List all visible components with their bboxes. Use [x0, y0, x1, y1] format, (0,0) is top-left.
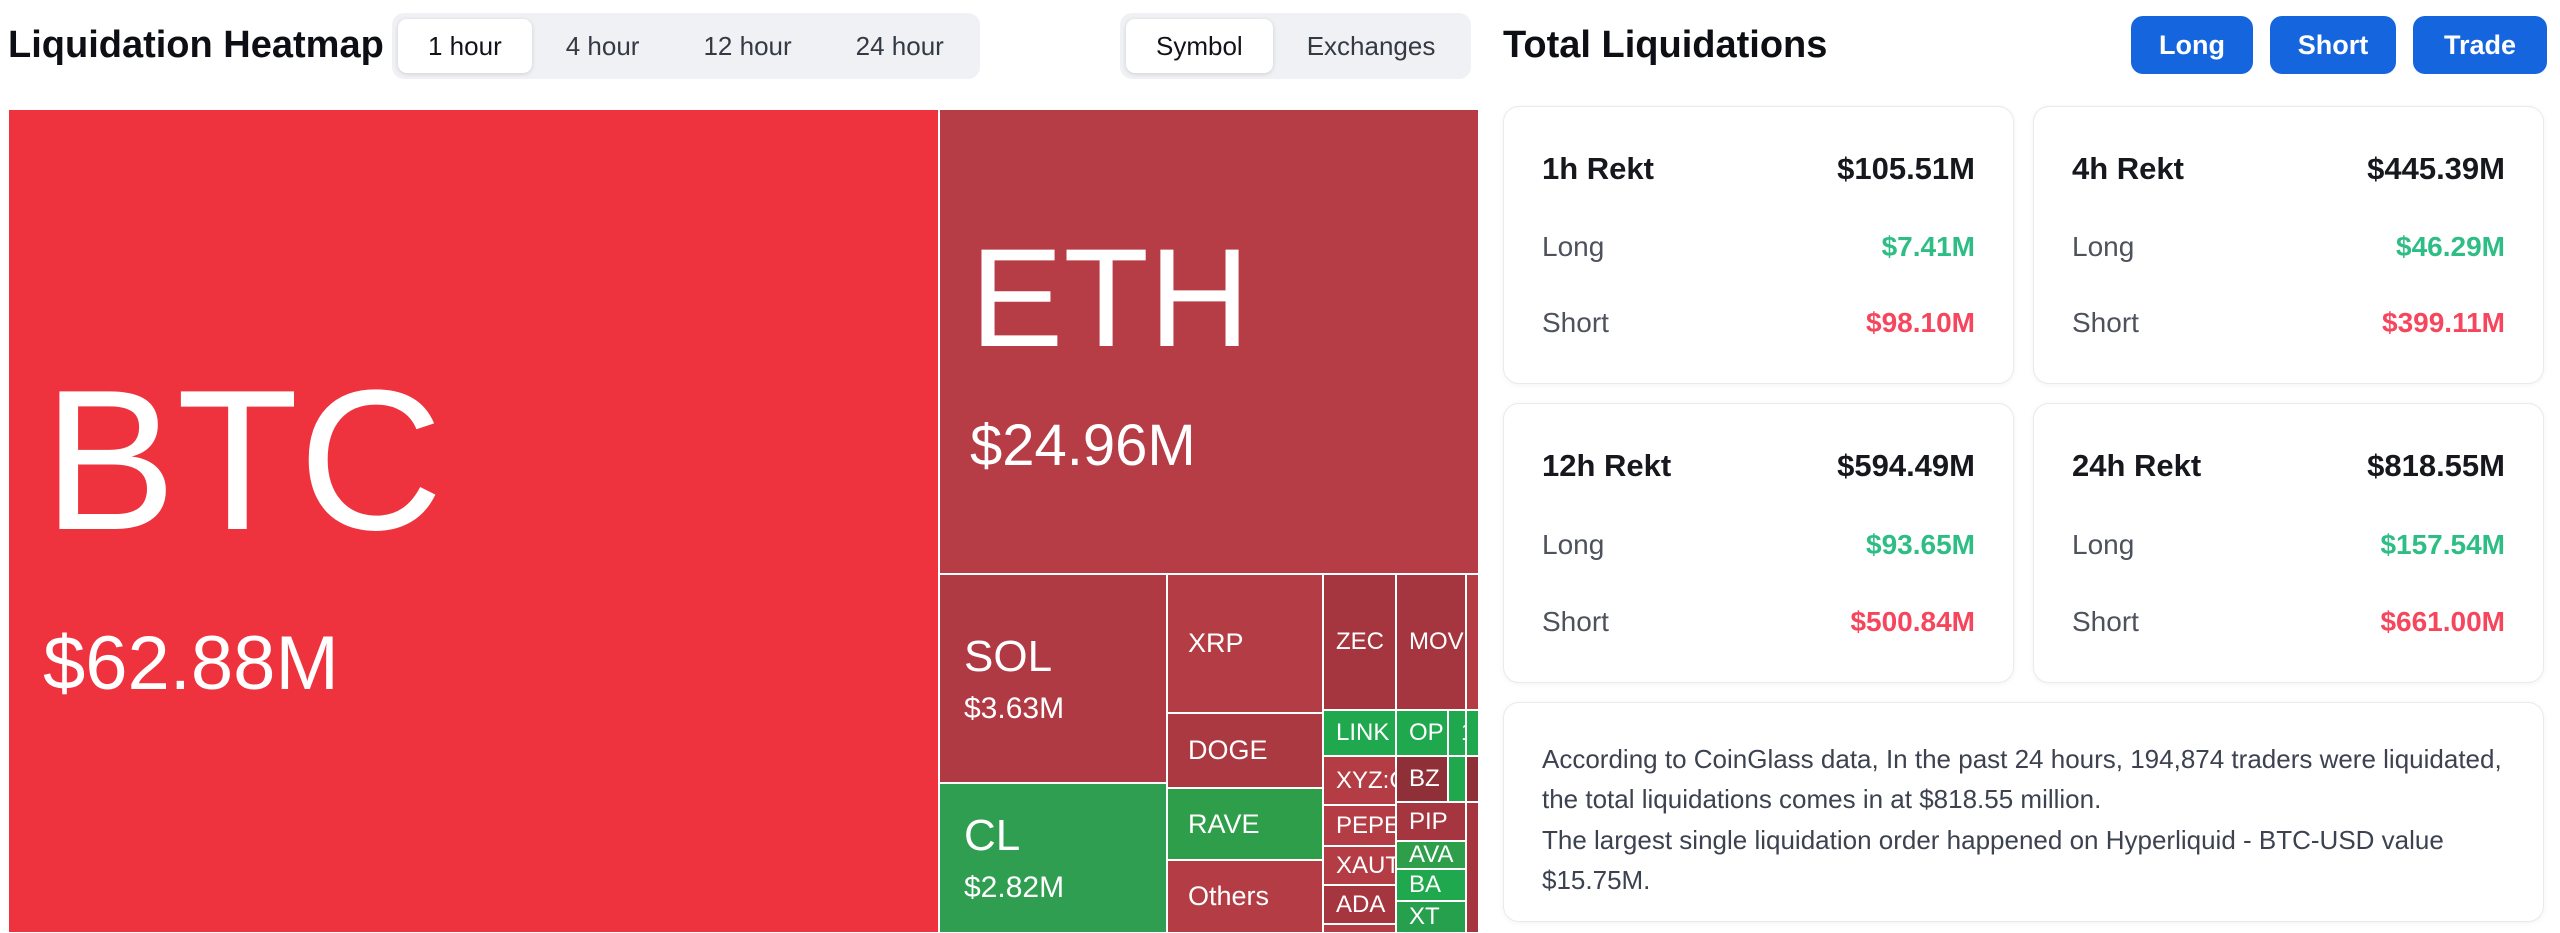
cell-symbol: OP: [1409, 719, 1444, 746]
cell-symbol: PIP: [1409, 807, 1448, 835]
long-value: $93.65M: [1866, 529, 1975, 560]
cell-symbol: CL: [964, 811, 1021, 860]
liquidation-summary: According to CoinGlass data, In the past…: [1503, 702, 2544, 922]
treemap-cell-xyz[interactable]: XYZ:C: [1323, 756, 1396, 805]
treemap-cell-pip[interactable]: PIP: [1396, 802, 1466, 841]
treemap-cell-bz[interactable]: BZ: [1396, 756, 1448, 802]
rekt-card-24h: 24h Rekt $818.55M Long $157.54M Short $6…: [2033, 403, 2544, 683]
timeframe-toggle: 1 hour 4 hour 12 hour 24 hour: [392, 13, 980, 79]
cell-symbol: MOV: [1409, 628, 1464, 655]
short-button[interactable]: Short: [2270, 16, 2396, 74]
summary-line-1: According to CoinGlass data, In the past…: [1542, 744, 2502, 815]
cell-symbol: ETH: [970, 219, 1250, 376]
treemap-cell-zec[interactable]: ZEC: [1323, 574, 1396, 710]
long-value: $7.41M: [1881, 231, 1975, 262]
treemap-cell-link[interactable]: LINK: [1323, 710, 1396, 756]
treemap-cell-sliver[interactable]: [1466, 574, 1479, 710]
cell-symbol: Others: [1188, 881, 1270, 911]
short-value: $399.11M: [2382, 307, 2505, 338]
treemap-cell-sliver[interactable]: [1466, 802, 1479, 933]
rekt-card-4h: 4h Rekt $445.39M Long $46.29M Short $399…: [2033, 106, 2544, 384]
trade-button[interactable]: Trade: [2413, 16, 2547, 74]
cell-symbol: DOGE: [1188, 735, 1268, 765]
cell-symbol: XYZ:C: [1336, 766, 1395, 794]
treemap-cell-sol[interactable]: SOL $3.63M: [939, 574, 1167, 783]
treemap-cell-mov[interactable]: MOV: [1396, 574, 1466, 710]
card-title: 12h Rekt: [1542, 448, 1672, 483]
treemap-cell-btc[interactable]: BTC $62.88M: [8, 109, 939, 933]
cell-symbol: PEPE: [1336, 811, 1396, 839]
cell-symbol: BZ: [1409, 765, 1440, 792]
long-value: $46.29M: [2396, 231, 2505, 262]
short-label: Short: [2072, 606, 2139, 637]
timeframe-tab-1-hour[interactable]: 1 hour: [398, 19, 532, 73]
treemap-cell-ba[interactable]: BA: [1396, 869, 1466, 901]
cell-symbol: XAUT: [1336, 851, 1396, 879]
treemap-cell-cl[interactable]: CL $2.82M: [939, 783, 1167, 933]
cell-value: $3.63M: [964, 691, 1065, 725]
treemap-cell-xaut[interactable]: XAUT: [1323, 846, 1396, 885]
cell-value: $2.82M: [964, 871, 1065, 904]
treemap-cell-others[interactable]: Others: [1167, 860, 1323, 933]
rekt-card-12h: 12h Rekt $594.49M Long $93.65M Short $50…: [1503, 403, 2014, 683]
timeframe-tab-4-hour[interactable]: 4 hour: [536, 19, 670, 73]
timeframe-tab-24-hour[interactable]: 24 hour: [826, 19, 974, 73]
cell-symbol: ADA: [1336, 890, 1386, 918]
long-label: Long: [1542, 231, 1605, 262]
short-label: Short: [2072, 307, 2139, 338]
long-button[interactable]: Long: [2131, 16, 2253, 74]
card-total: $105.51M: [1837, 151, 1975, 186]
cell-symbol: BTC: [43, 348, 443, 572]
cell-symbol: SOL: [964, 631, 1053, 681]
summary-line-2: The largest single liquidation order hap…: [1542, 824, 2444, 895]
cell-value: $24.96M: [970, 413, 1196, 478]
cell-value: $62.88M: [43, 620, 339, 706]
treemap-cell-sliver[interactable]: [1448, 756, 1466, 802]
view-tab-symbol[interactable]: Symbol: [1126, 19, 1273, 73]
treemap-cell-ada[interactable]: ADA: [1323, 885, 1396, 924]
card-title: 1h Rekt: [1542, 151, 1654, 186]
rekt-card-1h: 1h Rekt $105.51M Long $7.41M Short $98.1…: [1503, 106, 2014, 384]
treemap-cell-sliver[interactable]: [1466, 710, 1479, 756]
short-label: Short: [1542, 606, 1609, 637]
long-label: Long: [1542, 529, 1605, 560]
treemap-cell-pepe[interactable]: PEPE: [1323, 805, 1396, 846]
card-total: $594.49M: [1837, 448, 1975, 483]
long-value: $157.54M: [2380, 529, 2505, 560]
cell-symbol: XT: [1409, 903, 1440, 930]
treemap-cell-sliver[interactable]: [1466, 756, 1479, 802]
short-value: $98.10M: [1866, 307, 1975, 338]
short-value: $500.84M: [1850, 606, 1975, 637]
card-total: $445.39M: [2367, 151, 2505, 186]
treemap-cell-op[interactable]: OP: [1396, 710, 1448, 756]
long-label: Long: [2072, 231, 2135, 262]
card-title: 4h Rekt: [2072, 151, 2184, 186]
page-title: Liquidation Heatmap: [8, 24, 384, 66]
timeframe-tab-12-hour[interactable]: 12 hour: [673, 19, 821, 73]
liquidation-treemap: BTC $62.88M ETH $24.96M SOL $3.63M CL $2…: [8, 109, 1479, 933]
short-value: $661.00M: [2380, 606, 2505, 637]
card-total: $818.55M: [2367, 448, 2505, 483]
view-tab-exchanges[interactable]: Exchanges: [1277, 19, 1466, 73]
short-label: Short: [1542, 307, 1609, 338]
treemap-cell-rave[interactable]: RAVE: [1167, 788, 1323, 860]
cell-symbol: RAVE: [1188, 808, 1260, 839]
treemap-cell-doge[interactable]: DOGE: [1167, 713, 1323, 788]
cell-symbol: AVA: [1409, 841, 1454, 868]
cell-symbol: BA: [1409, 871, 1442, 898]
cell-symbol: LINK: [1336, 719, 1390, 746]
treemap-cell-eth[interactable]: ETH $24.96M: [939, 109, 1479, 574]
treemap-cell-xrp[interactable]: XRP: [1167, 574, 1323, 713]
card-title: 24h Rekt: [2072, 448, 2202, 483]
treemap-cell-sliver[interactable]: [1323, 924, 1396, 933]
treemap-cell-xt[interactable]: XT: [1396, 901, 1466, 933]
long-label: Long: [2072, 529, 2135, 560]
view-toggle: Symbol Exchanges: [1120, 13, 1472, 79]
cell-symbol: ZEC: [1336, 628, 1384, 655]
treemap-cell-ava[interactable]: AVA: [1396, 841, 1466, 869]
cell-symbol: 1: [1461, 719, 1465, 747]
cell-symbol: XRP: [1188, 628, 1244, 658]
total-liquidations-title: Total Liquidations: [1503, 24, 1828, 66]
treemap-cell-cut[interactable]: 1: [1448, 710, 1466, 756]
